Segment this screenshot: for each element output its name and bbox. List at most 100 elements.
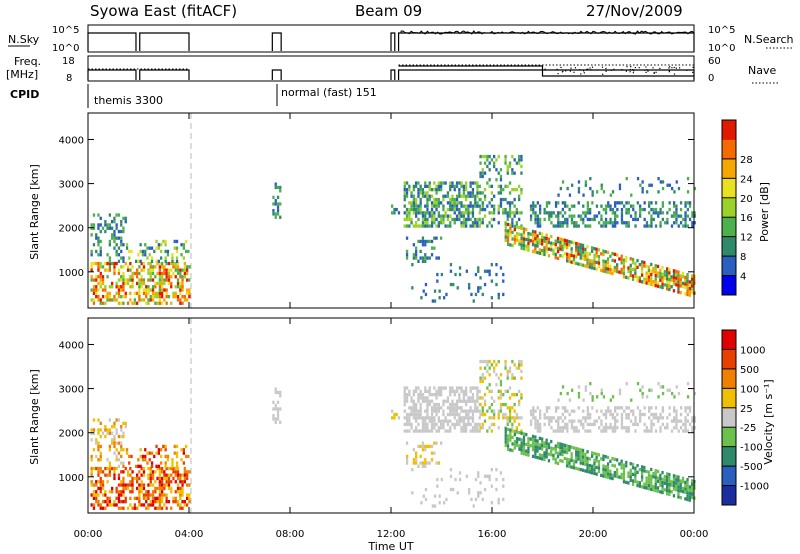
velocity-cell: [591, 454, 594, 458]
power-cell: [602, 190, 606, 194]
velocity-cell: [511, 376, 514, 380]
velocity-cell: [174, 466, 177, 471]
power-cell: [502, 197, 505, 202]
velocity-cell: [675, 412, 678, 417]
velocity-cell: [424, 444, 427, 449]
power-cell: [675, 180, 678, 184]
velocity-cell: [515, 412, 518, 417]
power-cell: [161, 301, 164, 305]
velocity-cell: [681, 480, 685, 484]
power-cell: [577, 201, 580, 205]
velocity-cell: [668, 479, 671, 483]
velocity-cell: [431, 504, 434, 508]
power-cell: [647, 272, 651, 276]
velocity-cell: [120, 444, 123, 449]
velocity-cell: [108, 461, 111, 465]
velocity-cell: [684, 484, 687, 488]
power-cell: [120, 275, 123, 279]
power-cell: [151, 288, 155, 292]
power-cell: [566, 255, 569, 260]
velocity-cell: [556, 455, 560, 459]
velocity-cell: [515, 366, 518, 370]
velocity-cell: [117, 464, 121, 468]
velocity-cell: [92, 448, 96, 452]
velocity-cell: [606, 472, 610, 476]
power-cell: [185, 239, 188, 244]
velocity-cell: [604, 455, 607, 459]
power-cell: [462, 204, 465, 208]
power-cell: [146, 256, 149, 260]
power-cell: [124, 216, 127, 220]
velocity-cell: [435, 393, 438, 397]
power-cell: [419, 224, 422, 228]
velocity-cell: [410, 412, 413, 417]
velocity-cell: [516, 443, 519, 447]
nsky-tick-bottom: 10^0: [52, 43, 79, 54]
power-cell: [611, 190, 615, 194]
velocity-cell: [679, 482, 682, 486]
power-cell: [476, 201, 479, 205]
power-cell: [497, 184, 500, 188]
power-cell: [442, 217, 445, 222]
power-cell: [591, 190, 594, 194]
velocity-cell: [529, 412, 533, 417]
nave-point: [653, 72, 655, 74]
velocity-cell: [508, 386, 512, 390]
velocity-cell: [677, 419, 680, 423]
power-cell: [147, 298, 150, 302]
power-cell: [92, 291, 96, 295]
power-cell: [122, 216, 125, 220]
velocity-cell: [104, 473, 107, 477]
power-cell: [572, 241, 576, 245]
velocity-cell: [428, 419, 431, 423]
velocity-cell: [125, 448, 129, 452]
velocity-cell: [408, 416, 411, 420]
velocity-cell: [563, 443, 566, 447]
velocity-cell: [150, 451, 154, 455]
power-cell: [614, 221, 617, 225]
nave-point: [560, 66, 562, 68]
power-cell: [412, 207, 415, 212]
power-cell: [410, 191, 413, 195]
power-cell: [108, 259, 111, 263]
velocity-cell: [606, 465, 610, 469]
velocity-cell: [545, 448, 548, 452]
power-cell: [563, 238, 566, 242]
power-cell: [556, 236, 560, 241]
velocity-cell: [446, 412, 450, 417]
velocity-cell: [488, 406, 491, 410]
velocity-cell: [548, 422, 551, 427]
velocity-cell: [648, 409, 651, 413]
power-cell: [92, 243, 96, 247]
power-cell: [672, 275, 676, 280]
velocity-cell: [171, 461, 174, 465]
power-cell: [522, 243, 526, 248]
velocity-cell: [654, 416, 658, 420]
power-cell: [681, 281, 685, 285]
power-cell: [577, 249, 580, 253]
velocity-cell: [104, 434, 107, 439]
velocity-cell: [602, 474, 605, 478]
power-cell: [538, 238, 541, 242]
velocity-cell: [481, 426, 484, 430]
velocity-cell: [657, 395, 660, 399]
power-cell: [163, 278, 166, 282]
power-colorbar-tick-label: 4: [740, 272, 746, 283]
velocity-cell: [478, 409, 481, 413]
velocity-cell: [543, 422, 546, 427]
velocity-cell: [668, 476, 671, 480]
velocity-colorbar-tick-label: -25: [740, 423, 756, 434]
velocity-cell: [511, 416, 514, 420]
velocity-cell: [672, 484, 676, 488]
velocity-cell: [631, 462, 635, 467]
velocity-cell: [557, 416, 560, 420]
power-cell: [415, 249, 418, 254]
power-cell: [641, 180, 644, 184]
velocity-cell: [272, 400, 275, 404]
velocity-cell: [161, 490, 164, 494]
power-cell: [654, 211, 658, 215]
power-cell: [172, 265, 175, 269]
velocity-cell: [161, 470, 164, 474]
velocity-cell: [600, 419, 603, 423]
velocity-cell: [568, 461, 571, 465]
